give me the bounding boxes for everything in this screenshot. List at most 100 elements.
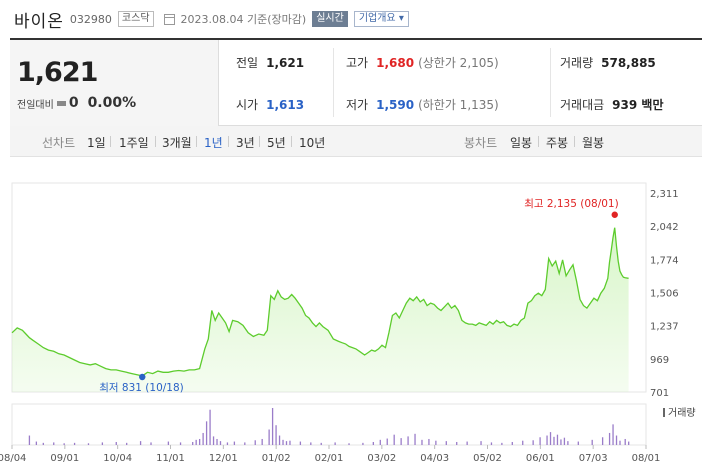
divider bbox=[538, 136, 539, 147]
stat-value: 1,680 bbox=[376, 56, 415, 70]
volume-bar bbox=[216, 438, 218, 445]
x-tick-label: 08/04 bbox=[0, 453, 26, 464]
period-3m[interactable]: 3개월 bbox=[162, 136, 192, 150]
stat-amount: 거래대금 939 백만 bbox=[560, 96, 663, 113]
stat-label: 거래대금 bbox=[560, 98, 605, 112]
volume-bar bbox=[261, 438, 263, 445]
volume-bar bbox=[209, 409, 211, 445]
x-tick-label: 02/01 bbox=[315, 453, 344, 464]
volume-legend-label: 거래량 bbox=[668, 407, 696, 419]
volume-bar bbox=[205, 421, 208, 445]
lower-limit: (하한가 1,135) bbox=[418, 98, 499, 112]
base-date: 2023.08.04 기준(장마감) bbox=[180, 13, 307, 26]
y-tick-label: 701 bbox=[650, 388, 669, 399]
x-tick-label: 05/02 bbox=[473, 453, 502, 464]
volume-bar bbox=[577, 441, 579, 445]
volume-bar bbox=[195, 439, 197, 445]
stat-low: 저가 1,590 (하한가 1,135) bbox=[346, 96, 499, 113]
volume-bar bbox=[556, 434, 559, 445]
volume-bar bbox=[414, 433, 416, 445]
max-label: 최고 2,135 (08/01) bbox=[524, 198, 619, 210]
volume-bar bbox=[226, 442, 229, 445]
company-overview-button[interactable]: 기업개요 ▾ bbox=[353, 11, 409, 27]
volume-bar bbox=[126, 442, 128, 445]
stat-label: 전일 bbox=[236, 56, 259, 70]
x-tick-label: 11/01 bbox=[156, 453, 185, 464]
volume-bar bbox=[615, 435, 618, 445]
volume-bar bbox=[428, 438, 430, 445]
x-tick-label: 06/01 bbox=[526, 453, 555, 464]
volume-bar bbox=[549, 432, 552, 445]
realtime-button[interactable]: 실시간 bbox=[312, 11, 348, 27]
volume-bar bbox=[567, 441, 569, 445]
volume-bar bbox=[466, 441, 468, 445]
volume-bar bbox=[73, 442, 76, 445]
volume-bar bbox=[628, 441, 630, 445]
candle-weekly[interactable]: 주봉 bbox=[546, 136, 569, 150]
volume-bar bbox=[511, 441, 513, 445]
stock-name: 바이온 bbox=[14, 11, 64, 32]
divider bbox=[196, 136, 197, 147]
line-chart-label: 선차트 bbox=[42, 136, 76, 150]
chevron-down-icon: ▾ bbox=[398, 13, 404, 24]
volume-bar bbox=[42, 442, 44, 445]
period-1y[interactable]: 1년 bbox=[204, 136, 223, 150]
period-5y[interactable]: 5년 bbox=[267, 136, 286, 150]
stat-volume: 거래량 578,885 bbox=[560, 54, 656, 71]
calendar-icon bbox=[163, 13, 175, 25]
stat-label: 시가 bbox=[236, 98, 259, 112]
divider bbox=[574, 136, 575, 147]
chart-period-bar: 선차트 1일 1주일 3개월 1년 3년 5년 10년 봉차트 일봉 주봉 월봉 bbox=[10, 126, 702, 157]
price-line bbox=[11, 227, 629, 377]
volume-bar bbox=[219, 441, 222, 445]
volume-bar bbox=[612, 424, 614, 445]
stat-high: 고가 1,680 (상한가 2,105) bbox=[346, 54, 499, 71]
volume-bar bbox=[198, 438, 201, 445]
candle-monthly[interactable]: 월봉 bbox=[582, 136, 605, 150]
current-price: 1,621 bbox=[17, 57, 98, 88]
x-tick-label: 08/01 bbox=[632, 453, 661, 464]
y-tick-label: 969 bbox=[650, 355, 669, 366]
change-label: 전일대비 bbox=[17, 99, 54, 111]
current-price-box: 1,621 전일대비 0 0.00% bbox=[10, 40, 219, 126]
volume-bar bbox=[563, 437, 566, 445]
x-tick-label: 09/01 bbox=[50, 453, 79, 464]
volume-bar bbox=[334, 442, 336, 445]
stat-value: 1,590 bbox=[376, 98, 415, 112]
volume-bar bbox=[624, 438, 626, 445]
volume-bar bbox=[348, 443, 350, 445]
volume-bar bbox=[244, 442, 246, 445]
volume-bar bbox=[379, 439, 381, 445]
period-1d[interactable]: 1일 bbox=[87, 136, 106, 150]
divider bbox=[110, 136, 111, 147]
volume-bar bbox=[212, 436, 215, 445]
price-chart: 2,311 2,042 1,774 1,506 1,237 969 701 최고 2,135 … bbox=[0, 160, 702, 475]
stat-open: 시가 1,613 bbox=[236, 96, 304, 113]
candle-daily[interactable]: 일봉 bbox=[510, 136, 533, 150]
y-tick-label: 1,774 bbox=[650, 255, 679, 266]
stat-value: 1,621 bbox=[266, 56, 305, 70]
volume-bar bbox=[456, 441, 458, 445]
volume-bar bbox=[139, 441, 142, 445]
period-1w[interactable]: 1주일 bbox=[119, 136, 149, 150]
volume-bar bbox=[282, 439, 284, 445]
min-point-marker bbox=[139, 373, 146, 381]
volume-bar bbox=[254, 440, 256, 445]
volume-bar bbox=[362, 442, 364, 445]
volume-bar bbox=[591, 439, 593, 445]
x-tick-label: 12/01 bbox=[209, 453, 238, 464]
y-tick-label: 1,506 bbox=[650, 289, 679, 300]
volume-bar bbox=[179, 442, 182, 445]
volume-bar bbox=[202, 432, 204, 445]
x-tick-label: 01/02 bbox=[262, 453, 291, 464]
volume-bar bbox=[289, 440, 291, 445]
period-10y[interactable]: 10년 bbox=[299, 136, 326, 150]
volume-bar bbox=[386, 438, 388, 445]
period-3y[interactable]: 3년 bbox=[236, 136, 255, 150]
company-overview-label: 기업개요 bbox=[358, 13, 396, 24]
x-tick-label: 03/02 bbox=[367, 453, 396, 464]
stat-prev-close: 전일 1,621 bbox=[236, 54, 304, 71]
price-chart-svg: 2,311 2,042 1,774 1,506 1,237 969 701 최고 2,135 … bbox=[0, 182, 696, 464]
candle-chart-label: 봉차트 bbox=[464, 136, 498, 150]
volume-bar bbox=[421, 439, 423, 445]
